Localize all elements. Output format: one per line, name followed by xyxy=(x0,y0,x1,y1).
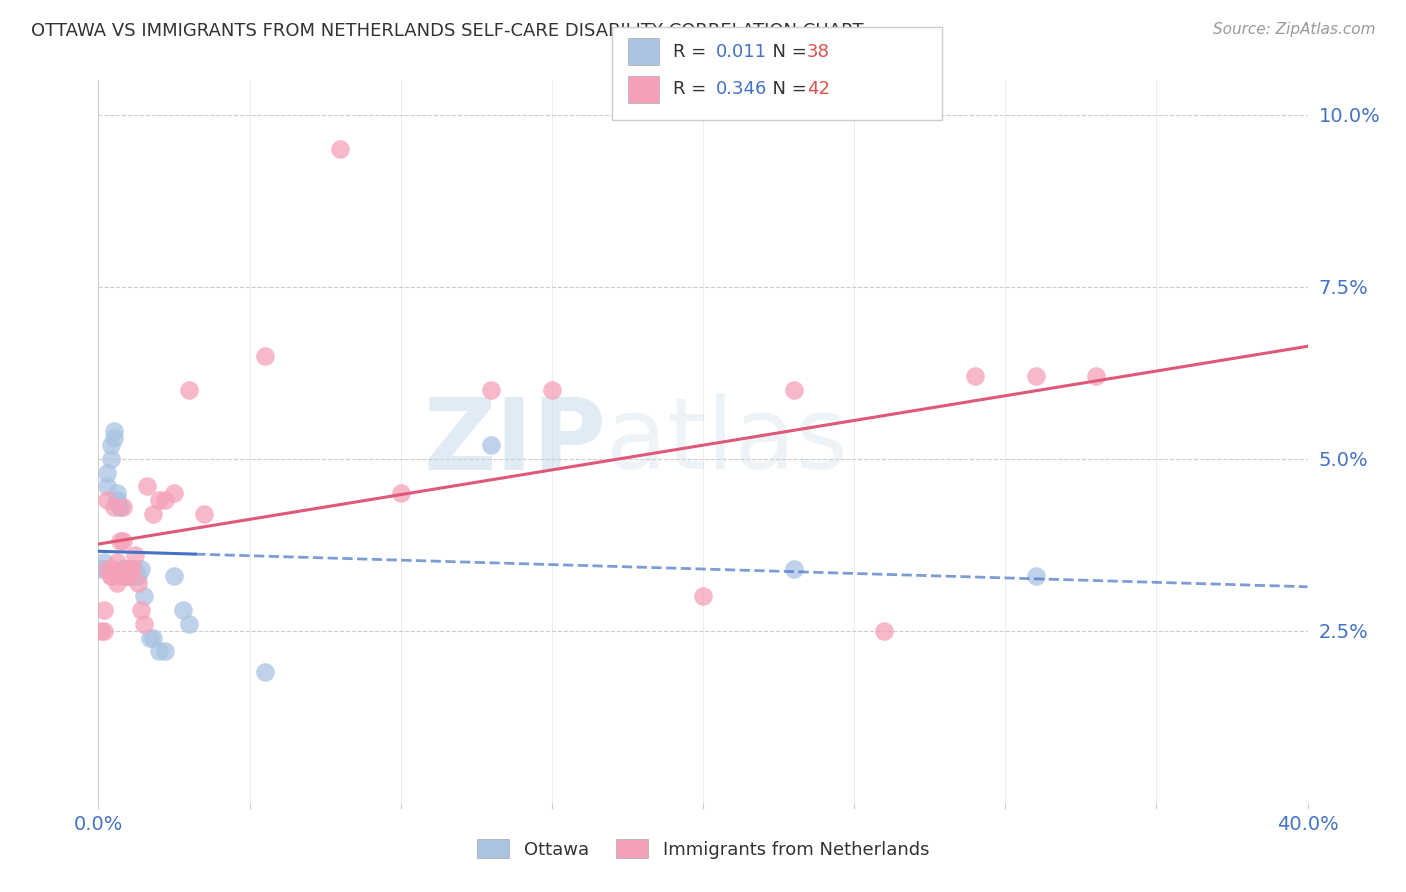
Text: R =: R = xyxy=(673,43,713,61)
Point xyxy=(93,555,115,569)
Point xyxy=(153,493,176,508)
Point xyxy=(121,562,143,576)
Point xyxy=(103,500,125,514)
Point xyxy=(96,562,118,576)
Point xyxy=(124,548,146,562)
Point xyxy=(135,479,157,493)
Point xyxy=(100,451,122,466)
Point xyxy=(148,644,170,658)
Point xyxy=(124,562,146,576)
Point xyxy=(105,493,128,508)
Point xyxy=(103,424,125,438)
Legend: Ottawa, Immigrants from Netherlands: Ottawa, Immigrants from Netherlands xyxy=(470,832,936,866)
Text: OTTAWA VS IMMIGRANTS FROM NETHERLANDS SELF-CARE DISABILITY CORRELATION CHART: OTTAWA VS IMMIGRANTS FROM NETHERLANDS SE… xyxy=(31,22,863,40)
Text: atlas: atlas xyxy=(606,393,848,490)
Point xyxy=(132,616,155,631)
Point xyxy=(163,568,186,582)
Text: N =: N = xyxy=(761,43,813,61)
Text: 0.346: 0.346 xyxy=(716,80,768,98)
Point xyxy=(100,568,122,582)
Point xyxy=(253,665,276,679)
Point xyxy=(481,383,503,397)
Point xyxy=(103,431,125,445)
Point xyxy=(1085,369,1108,384)
Point xyxy=(118,568,141,582)
Point xyxy=(193,507,215,521)
Point xyxy=(127,568,149,582)
Point xyxy=(108,534,131,549)
Point xyxy=(93,562,115,576)
Point xyxy=(1024,369,1046,384)
Point xyxy=(389,486,412,500)
Point xyxy=(93,603,115,617)
Text: 38: 38 xyxy=(807,43,830,61)
Point xyxy=(118,568,141,582)
Point xyxy=(108,568,131,582)
Point xyxy=(129,603,152,617)
Point xyxy=(139,631,162,645)
Point xyxy=(118,562,141,576)
Point xyxy=(172,603,194,617)
Point xyxy=(179,383,201,397)
Point xyxy=(179,616,201,631)
Point xyxy=(481,438,503,452)
Point xyxy=(114,568,136,582)
Text: Source: ZipAtlas.com: Source: ZipAtlas.com xyxy=(1212,22,1375,37)
Point xyxy=(103,562,125,576)
Point xyxy=(114,562,136,576)
Point xyxy=(96,466,118,480)
Point xyxy=(163,486,186,500)
Point xyxy=(127,575,149,590)
Point xyxy=(692,590,714,604)
Point xyxy=(108,500,131,514)
Point xyxy=(111,534,134,549)
Point xyxy=(118,562,141,576)
Point xyxy=(90,624,112,638)
Point xyxy=(105,555,128,569)
Point xyxy=(114,562,136,576)
Point xyxy=(329,142,352,156)
Point xyxy=(540,383,562,397)
Point xyxy=(153,644,176,658)
Point xyxy=(100,438,122,452)
Point xyxy=(111,562,134,576)
Point xyxy=(1024,568,1046,582)
Point xyxy=(93,624,115,638)
Point xyxy=(111,562,134,576)
Point xyxy=(96,479,118,493)
Point xyxy=(90,562,112,576)
Point xyxy=(142,507,165,521)
Point xyxy=(253,349,276,363)
Point xyxy=(105,486,128,500)
Point xyxy=(105,575,128,590)
Text: R =: R = xyxy=(673,80,713,98)
Point xyxy=(105,493,128,508)
Point xyxy=(100,568,122,582)
Text: N =: N = xyxy=(761,80,813,98)
Point xyxy=(873,624,896,638)
Point xyxy=(121,568,143,582)
Point xyxy=(108,500,131,514)
Point xyxy=(96,493,118,508)
Point xyxy=(121,562,143,576)
Text: ZIP: ZIP xyxy=(423,393,606,490)
Point xyxy=(111,500,134,514)
Point xyxy=(142,631,165,645)
Point xyxy=(132,590,155,604)
Point xyxy=(129,562,152,576)
Point xyxy=(965,369,987,384)
Point xyxy=(124,568,146,582)
Point xyxy=(783,562,806,576)
Text: 0.011: 0.011 xyxy=(716,43,766,61)
Text: 42: 42 xyxy=(807,80,830,98)
Point xyxy=(148,493,170,508)
Point xyxy=(783,383,806,397)
Point xyxy=(114,568,136,582)
Y-axis label: Self-Care Disability: Self-Care Disability xyxy=(0,356,8,527)
